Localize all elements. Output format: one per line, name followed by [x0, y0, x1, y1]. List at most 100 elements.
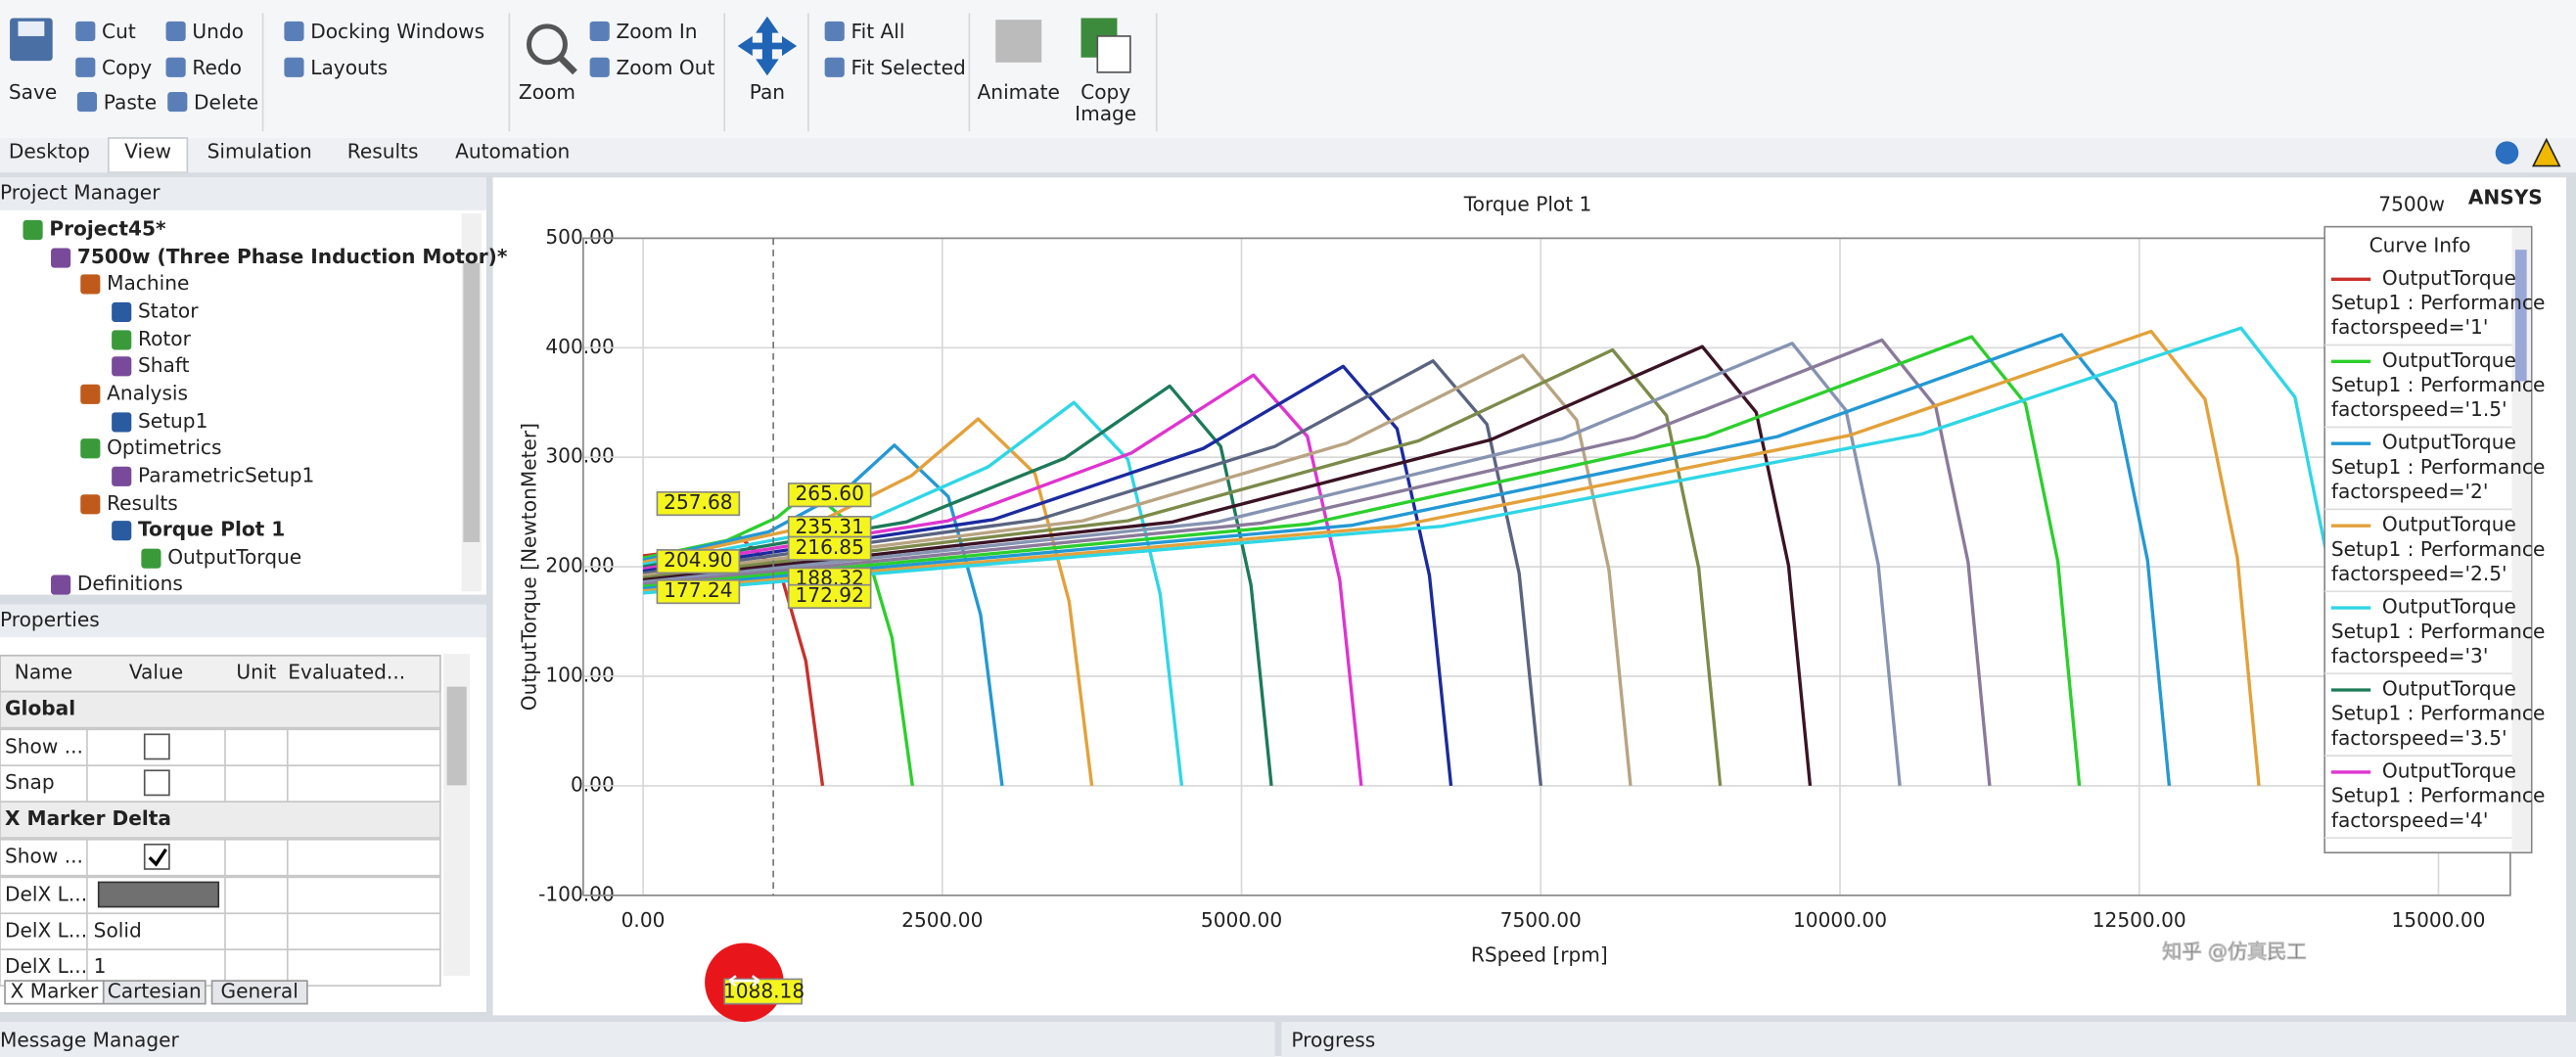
ribbon-tab[interactable]: Results [347, 140, 419, 163]
legend-scrollbar[interactable] [2511, 228, 2530, 851]
panel-title: Message Manager [0, 1029, 180, 1052]
tree-item[interactable]: Project45* [49, 217, 166, 241]
ribbon-button-icon [76, 92, 98, 113]
x-tick-label: 10000.00 [1793, 908, 1887, 932]
x-tick-label: 0.00 [621, 908, 666, 932]
tree-item[interactable]: Torque Plot 1 [138, 518, 285, 541]
table-row [0, 838, 441, 877]
tree-item[interactable]: Shaft [138, 353, 190, 377]
column-header: Name [15, 661, 72, 684]
series-line [642, 353, 1633, 787]
checkbox[interactable] [143, 733, 170, 760]
legend-label: Setup1 : Performance [2331, 537, 2545, 561]
series-line [642, 373, 1363, 787]
ribbon-button-label[interactable]: Pan [750, 80, 785, 104]
y-tick-label: 100.00 [545, 664, 614, 687]
message-manager-panel [0, 1022, 1275, 1057]
tree-icon [51, 248, 71, 268]
ribbon-button-label[interactable]: Fit Selected [851, 56, 966, 79]
tree-item[interactable]: Analysis [107, 381, 188, 404]
legend [2323, 225, 2533, 854]
ribbon-button-label[interactable]: Undo [192, 20, 244, 43]
tree-item[interactable]: Results [107, 491, 178, 515]
checkbox[interactable] [143, 769, 170, 797]
tree-item[interactable]: Definitions [77, 572, 183, 595]
panel-tab[interactable] [210, 980, 308, 1005]
y-tick-label: -100.00 [538, 882, 615, 905]
table-cell: Show ... [5, 845, 83, 868]
ribbon-tab[interactable]: Automation [455, 140, 570, 163]
chart-title: Torque Plot 1 [1463, 192, 1592, 215]
ribbon-tab[interactable]: Simulation [207, 140, 312, 163]
ribbon [0, 0, 2576, 139]
watermark: 知乎 @仿真民工 [2162, 940, 2306, 963]
ribbon-button-label[interactable]: Paste [104, 90, 157, 114]
tree-item[interactable]: 7500w (Three Phase Induction Motor)* [77, 245, 508, 268]
marker-label-text: 204.90 [664, 548, 732, 572]
series-line [642, 443, 1004, 787]
ribbon-button-label[interactable]: Docking Windows [310, 20, 484, 43]
tree-item[interactable]: OutputTorque [167, 545, 301, 569]
ribbon-button-label[interactable]: Redo [192, 56, 242, 79]
column-header: Evaluated... [288, 661, 405, 684]
legend-label: Setup1 : Performance [2331, 291, 2545, 314]
ui-text: Save Cut Copy Paste Undo Redo Delete Docking Wi… [0, 20, 1375, 1052]
panel-title: Progress [1291, 1029, 1375, 1052]
tree-item[interactable]: Stator [138, 299, 199, 322]
tree-item[interactable]: ParametricSetup1 [138, 463, 314, 486]
legend-label: Setup1 : Performance [2331, 784, 2545, 807]
ribbon-button-label[interactable]: Zoom Out [616, 56, 714, 79]
ansys-logo [2531, 137, 2561, 167]
ribbon-button-icon [824, 21, 845, 41]
table-row [0, 801, 441, 839]
panel-header [0, 604, 486, 638]
series-line [642, 338, 1992, 787]
panel-tab-label[interactable]: Cartesian [108, 979, 202, 1002]
panel-header [0, 177, 486, 210]
table-cell: Snap [5, 770, 55, 794]
ribbon-button-label[interactable]: Image [1075, 102, 1136, 125]
progress-panel [1281, 1022, 2576, 1057]
tree-item[interactable]: Rotor [138, 327, 192, 350]
marker-label-text: 235.31 [795, 515, 863, 538]
ribbon-button-label[interactable]: Animate [978, 80, 1060, 104]
tree-icon [23, 219, 43, 241]
x-tick-label: 12500.00 [2093, 908, 2186, 932]
y-tick-label: 200.00 [545, 554, 614, 577]
legend-scrollbar-thumb[interactable] [2514, 250, 2527, 382]
table-cell: DelX L... [5, 954, 87, 978]
ribbon-button-label[interactable]: Copy [102, 56, 152, 79]
tree-item[interactable]: Optimetrics [107, 436, 221, 459]
legend-label: Setup1 : Performance [2331, 702, 2545, 725]
ribbon-tab[interactable]: View [124, 140, 171, 163]
scrollbar-thumb[interactable] [446, 686, 467, 786]
table-row [0, 876, 441, 915]
ribbon-button-label[interactable]: Save [9, 80, 57, 104]
design-name: 7500w [2378, 192, 2445, 215]
tree-item[interactable]: Machine [107, 271, 189, 295]
ribbon-tab[interactable]: Desktop [9, 140, 90, 163]
ribbon-button-label[interactable]: Zoom [519, 80, 575, 104]
scrollbar-thumb[interactable] [463, 262, 481, 542]
panel-tab-label[interactable]: X Marker [11, 979, 99, 1002]
ribbon-button-icon [167, 92, 188, 113]
panel-tab-label[interactable]: General [221, 979, 299, 1002]
table-row [0, 764, 441, 803]
ribbon-button-label[interactable]: Zoom In [616, 20, 697, 43]
marker-label-text: 172.92 [795, 583, 863, 607]
ribbon-button-label[interactable]: Delete [194, 90, 258, 114]
series-line [642, 333, 2172, 787]
help-icon[interactable] [2495, 141, 2519, 164]
panel-tab[interactable] [102, 980, 207, 1005]
ribbon-button-label[interactable]: Layouts [310, 56, 388, 79]
y-tick-label: 400.00 [545, 335, 614, 358]
legend-label: OutputTorque [2382, 595, 2516, 619]
zoom-icon [558, 55, 577, 75]
ribbon-button-icon [284, 57, 304, 77]
ribbon-button-label[interactable]: Fit All [851, 20, 905, 43]
ribbon-button-label[interactable]: Copy [1081, 80, 1130, 104]
color-swatch[interactable] [97, 881, 220, 908]
marker-label-text: 257.68 [664, 490, 732, 514]
tree-item[interactable]: Setup1 [138, 409, 207, 433]
ribbon-button-label[interactable]: Cut [102, 20, 136, 43]
